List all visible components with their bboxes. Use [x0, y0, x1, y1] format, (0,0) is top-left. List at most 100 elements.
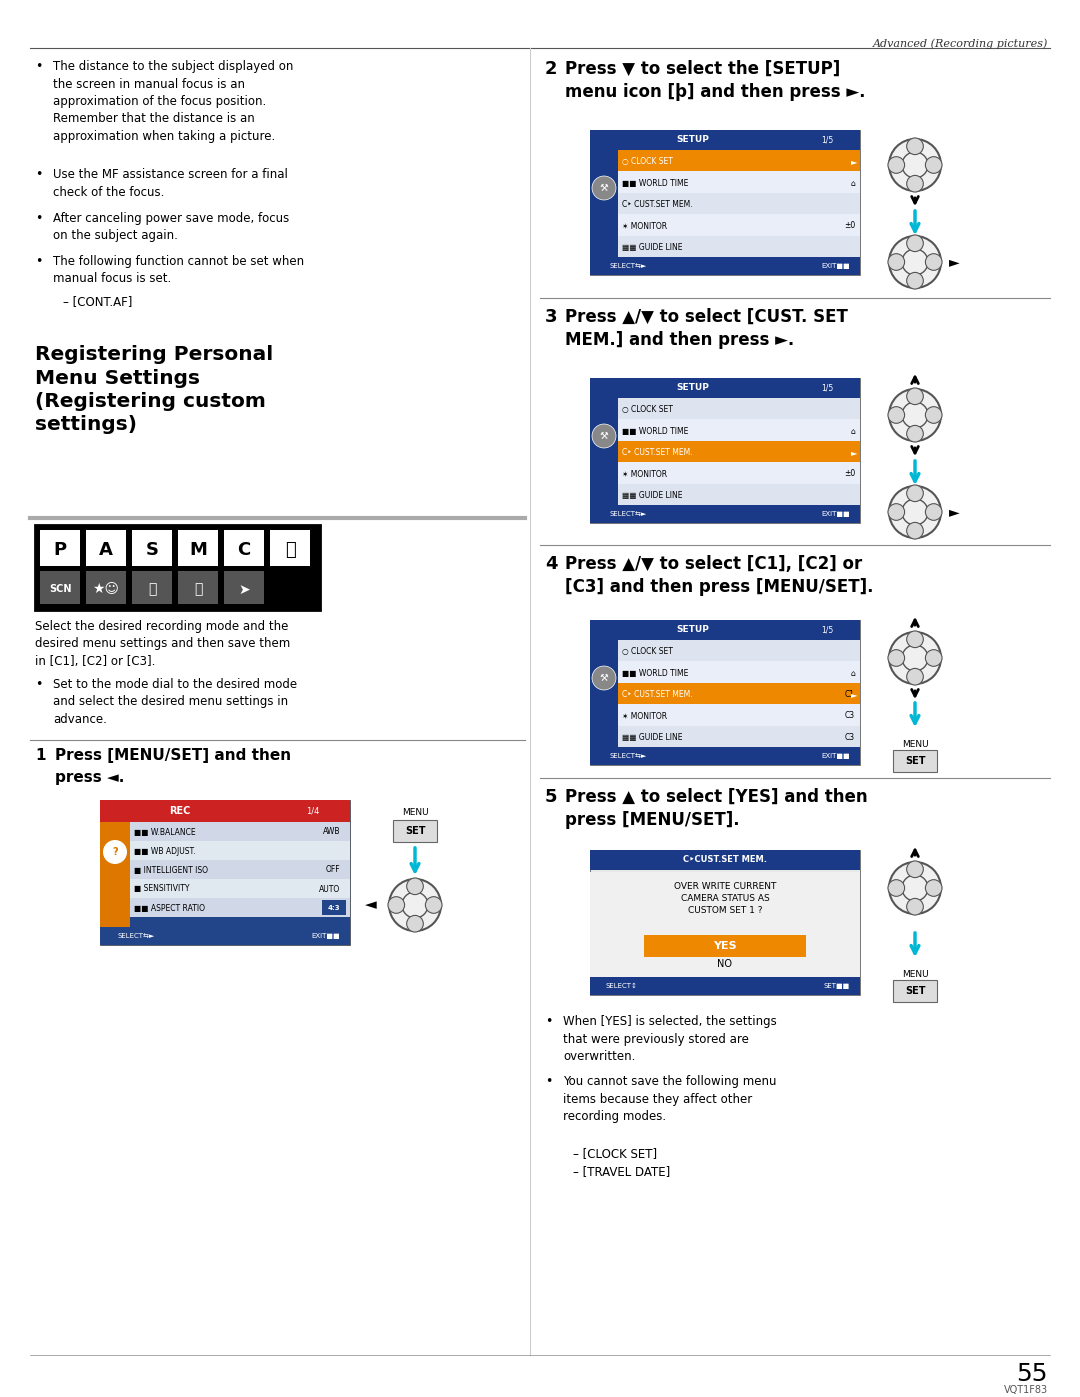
- Circle shape: [888, 650, 905, 666]
- Bar: [618, 725, 860, 747]
- Text: 5: 5: [545, 788, 557, 806]
- Text: OVER WRITE CURRENT
CAMERA STATUS AS
CUSTOM SET 1 ?: OVER WRITE CURRENT CAMERA STATUS AS CUST…: [674, 882, 777, 915]
- Circle shape: [902, 875, 928, 901]
- Text: •: •: [545, 1016, 552, 1028]
- Bar: [618, 661, 860, 683]
- Circle shape: [907, 176, 923, 191]
- Text: ►: ►: [851, 690, 858, 698]
- Text: •: •: [35, 168, 42, 182]
- Bar: [590, 849, 860, 995]
- Text: The following function cannot be set when
manual focus is set.: The following function cannot be set whe…: [53, 256, 305, 285]
- Bar: [130, 861, 350, 879]
- Bar: [618, 640, 860, 661]
- Circle shape: [889, 862, 941, 914]
- Circle shape: [926, 650, 942, 666]
- Bar: [590, 620, 860, 766]
- Circle shape: [592, 666, 616, 690]
- Bar: [590, 149, 618, 257]
- Text: ⚒: ⚒: [599, 183, 608, 193]
- Text: SETUP: SETUP: [676, 384, 710, 393]
- Bar: [590, 849, 860, 870]
- Text: S: S: [146, 541, 159, 559]
- Bar: [224, 571, 264, 604]
- Text: C‣CUST.SET MEM.: C‣CUST.SET MEM.: [683, 855, 767, 865]
- Text: ○ CLOCK SET: ○ CLOCK SET: [622, 405, 673, 414]
- Bar: [618, 236, 860, 257]
- Bar: [270, 529, 310, 566]
- Text: ■ SENSITIVITY: ■ SENSITIVITY: [134, 884, 189, 894]
- Bar: [178, 529, 218, 566]
- Circle shape: [907, 426, 923, 441]
- Text: ■■ W.BALANCE: ■■ W.BALANCE: [134, 827, 195, 837]
- Text: NO: NO: [717, 960, 732, 970]
- Circle shape: [907, 388, 923, 405]
- Text: Registering Personal
Menu Settings
(Registering custom
settings): Registering Personal Menu Settings (Regi…: [35, 345, 273, 434]
- Circle shape: [907, 235, 923, 251]
- Text: ✶ MONITOR: ✶ MONITOR: [622, 221, 667, 231]
- Text: VQT1F83: VQT1F83: [1004, 1384, 1048, 1396]
- Text: SETUP: SETUP: [676, 136, 710, 144]
- Circle shape: [907, 485, 923, 502]
- Text: EXIT■■: EXIT■■: [822, 753, 850, 759]
- Text: ▦▦ GUIDE LINE: ▦▦ GUIDE LINE: [622, 490, 683, 500]
- Text: SET: SET: [905, 986, 926, 996]
- Text: ✶ MONITOR: ✶ MONITOR: [622, 469, 667, 478]
- Bar: [100, 800, 350, 944]
- Text: M: M: [189, 541, 207, 559]
- Bar: [618, 683, 860, 704]
- Bar: [893, 750, 937, 773]
- Circle shape: [926, 254, 942, 271]
- Circle shape: [103, 840, 127, 863]
- Text: – [CONT.AF]: – [CONT.AF]: [63, 295, 133, 307]
- Text: SET: SET: [905, 756, 926, 766]
- Circle shape: [907, 522, 923, 539]
- Circle shape: [889, 138, 941, 191]
- Circle shape: [407, 915, 423, 932]
- Text: OFF: OFF: [325, 866, 340, 875]
- Bar: [590, 379, 860, 398]
- Text: ○ CLOCK SET: ○ CLOCK SET: [622, 158, 673, 166]
- Bar: [893, 981, 937, 1002]
- Circle shape: [907, 668, 923, 685]
- Bar: [224, 529, 264, 566]
- Text: ✶ MONITOR: ✶ MONITOR: [622, 711, 667, 721]
- Bar: [618, 214, 860, 236]
- Circle shape: [926, 504, 942, 520]
- Text: SET■■: SET■■: [824, 983, 850, 989]
- Text: The distance to the subject displayed on
the screen in manual focus is an
approx: The distance to the subject displayed on…: [53, 60, 294, 142]
- Circle shape: [907, 861, 923, 877]
- Text: C1: C1: [845, 690, 855, 698]
- Bar: [322, 900, 346, 915]
- Circle shape: [889, 631, 941, 685]
- Circle shape: [907, 138, 923, 155]
- Bar: [618, 149, 860, 172]
- Text: Advanced (Recording pictures): Advanced (Recording pictures): [873, 38, 1048, 49]
- Bar: [618, 704, 860, 725]
- Text: You cannot save the following menu
items because they affect other
recording mod: You cannot save the following menu items…: [563, 1076, 777, 1123]
- Bar: [393, 820, 437, 842]
- Text: SCN: SCN: [49, 584, 71, 595]
- Circle shape: [926, 880, 942, 897]
- Bar: [644, 935, 806, 957]
- Bar: [132, 529, 172, 566]
- Text: 1: 1: [35, 747, 45, 763]
- Text: SELECT↕: SELECT↕: [605, 983, 637, 989]
- Text: 55: 55: [1016, 1362, 1048, 1386]
- Bar: [590, 747, 860, 766]
- Bar: [590, 130, 860, 149]
- Text: Select the desired recording mode and the
desired menu settings and then save th: Select the desired recording mode and th…: [35, 620, 291, 668]
- Text: ⌂: ⌂: [850, 426, 855, 436]
- Bar: [178, 571, 218, 604]
- Bar: [590, 620, 860, 640]
- Text: SELECT⇆►: SELECT⇆►: [118, 933, 156, 939]
- Text: When [YES] is selected, the settings
that were previously stored are
overwritten: When [YES] is selected, the settings tha…: [563, 1016, 777, 1063]
- Text: ⛷: ⛷: [148, 583, 157, 597]
- Text: •: •: [545, 1076, 552, 1088]
- Text: ■■ ASPECT RATIO: ■■ ASPECT RATIO: [134, 904, 205, 912]
- Text: AUTO: AUTO: [319, 884, 340, 894]
- Text: ⛰: ⛰: [193, 583, 202, 597]
- Circle shape: [888, 156, 905, 173]
- Bar: [35, 525, 320, 610]
- Bar: [590, 130, 860, 275]
- Text: AWB: AWB: [323, 827, 340, 837]
